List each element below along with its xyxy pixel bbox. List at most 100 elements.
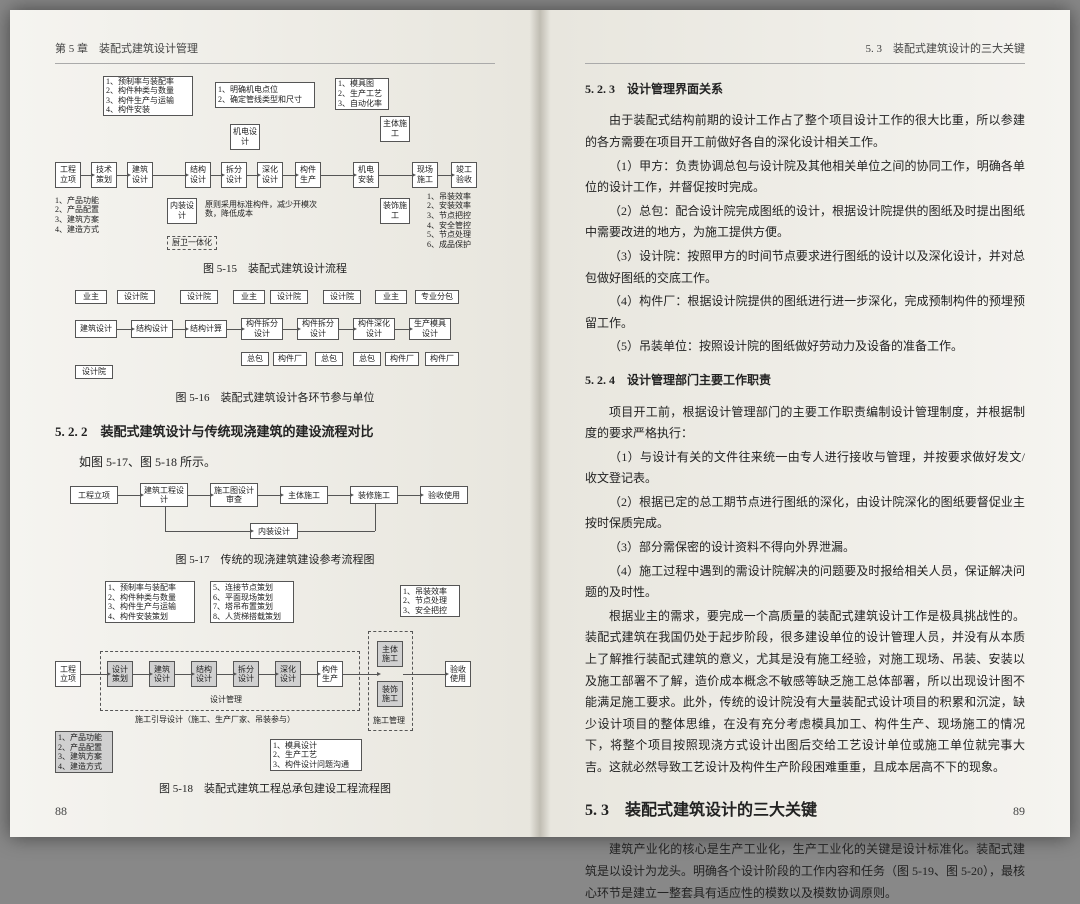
fc-line bbox=[81, 674, 107, 675]
fc-box: 业主 bbox=[375, 290, 407, 304]
section-5-2-3-title: 5. 2. 3 设计管理界面关系 bbox=[585, 79, 1025, 101]
li: 2、构件种类与数量 bbox=[106, 86, 174, 96]
figure-5-16: 业主 设计院 设计院 业主 设计院 设计院 业主 专业分包 建筑设计 结构设计 … bbox=[55, 290, 495, 385]
li-group: 1、吊装效率 2、安装效率 3、节点把控 4、安全管控 5、节点处理 6、成品保… bbox=[427, 192, 471, 250]
li: 4、构件安装 bbox=[106, 105, 174, 115]
fc-line bbox=[283, 329, 297, 330]
fc-box: 内装设计 bbox=[250, 523, 298, 539]
fc-line bbox=[328, 495, 350, 496]
li: 2、生产工艺 bbox=[273, 750, 349, 760]
section-5-2-4-title: 5. 2. 4 设计管理部门主要工作职责 bbox=[585, 370, 1025, 392]
p: （2）总包：配合设计院完成图纸的设计，根据设计院提供的图纸及时提出图纸中需要改进… bbox=[585, 201, 1025, 244]
li: 3、安全把控 bbox=[403, 606, 447, 616]
fc-line bbox=[375, 504, 376, 531]
p: （5）吊装单位：按照设计院的图纸做好劳动力及设备的准备工作。 bbox=[585, 336, 1025, 358]
running-head-right: 5. 3 装配式建筑设计的三大关键 bbox=[585, 40, 1025, 64]
fc-line bbox=[258, 495, 280, 496]
li: 2、节点处理 bbox=[403, 596, 447, 606]
fc-box: 业主 bbox=[233, 290, 265, 304]
figure-5-17: 工程立项 建筑工程设计 施工图设计审查 主体施工 装修施工 验收使用 内装设计 bbox=[55, 481, 495, 547]
figure-5-18: 1、预制率与装配率 2、构件种类与数量 3、构件生产与运输 4、构件安装策划 5… bbox=[55, 581, 495, 776]
fc-box: 构件深化设计 bbox=[353, 318, 395, 340]
fc-box: 生产模具设计 bbox=[409, 318, 451, 340]
fc-box: 工程立项 bbox=[70, 486, 118, 504]
li: 3、自动化率 bbox=[338, 99, 382, 109]
fc-box: 设计院 bbox=[117, 290, 155, 304]
li: 1、模具设计 bbox=[273, 741, 349, 751]
li: 2、产品配置 bbox=[55, 205, 99, 215]
fc-box: 主体施工 bbox=[280, 486, 328, 504]
li: 4、构件安装策划 bbox=[108, 612, 176, 622]
fc-line bbox=[153, 175, 185, 176]
page-number-left: 88 bbox=[55, 801, 67, 823]
fig-caption-5-17: 图 5-17 传统的现浇建筑建设参考流程图 bbox=[55, 551, 495, 571]
p: （1）甲方：负责协调总包与设计院及其他相关单位之间的协同工作，明确各单位的设计工… bbox=[585, 156, 1025, 199]
fc-box: 工程立项 bbox=[55, 661, 81, 687]
fc-box: 建筑工程设计 bbox=[140, 483, 188, 507]
fc-box: 1、明确机电点位 2、确定管线类型和尺寸 bbox=[215, 82, 315, 108]
fc-box: 1、产品功能 2、产品配置 3、建筑方案 4、建造方式 bbox=[55, 731, 113, 773]
fc-box: 内装设计 bbox=[167, 198, 197, 224]
fc-line bbox=[217, 674, 233, 675]
section-5-2-2-title: 5. 2. 2 装配式建筑设计与传统现浇建筑的建设流程对比 bbox=[55, 420, 495, 443]
fc-box: 主体施工 bbox=[380, 116, 410, 142]
fc-line bbox=[165, 531, 250, 532]
fc-box: 1、模具图 2、生产工艺 3、自动化率 bbox=[335, 78, 389, 110]
fc-line bbox=[379, 175, 412, 176]
fc-line bbox=[298, 531, 375, 532]
fc-line bbox=[395, 329, 409, 330]
fc-box: 结构计算 bbox=[185, 320, 227, 338]
fc-line bbox=[81, 175, 91, 176]
fc-box: 专业分包 bbox=[415, 290, 459, 304]
fc-line bbox=[321, 175, 353, 176]
fc-box: 装修施工 bbox=[350, 486, 398, 504]
li: 6、平面现场策划 bbox=[213, 593, 281, 603]
p: （3）部分需保密的设计资料不得向外界泄漏。 bbox=[585, 537, 1025, 559]
p: 建筑产业化的核心是生产工业化，生产工业化的关键是设计标准化。装配式建筑是以设计为… bbox=[585, 839, 1025, 904]
li: 2、产品配置 bbox=[58, 743, 102, 753]
li: 8、人货梯搭载策划 bbox=[213, 612, 281, 622]
fc-box: 设计院 bbox=[323, 290, 361, 304]
fc-box: 装饰施工 bbox=[380, 198, 410, 224]
fig-caption-5-16: 图 5-16 装配式建筑设计各环节参与单位 bbox=[55, 389, 495, 409]
fc-box: 构件拆分设计 bbox=[297, 318, 339, 340]
fc-box: 设计院 bbox=[75, 365, 113, 379]
fc-line bbox=[175, 674, 191, 675]
fc-box: 5、连接节点策划 6、平面现场策划 7、塔吊布置策划 8、人货梯搭载策划 bbox=[210, 581, 294, 623]
note: 原则采用标准构件，减少开模次数，降低成本 bbox=[205, 200, 320, 219]
section-5-2-2-intro: 如图 5-17、图 5-18 所示。 bbox=[55, 452, 495, 474]
li: 4、安全管控 bbox=[427, 221, 471, 231]
figure-5-15: 1、预制率与装配率 2、构件种类与数量 3、构件生产与运输 4、构件安装 1、明… bbox=[55, 76, 495, 256]
fc-box: 施工图设计审查 bbox=[210, 483, 258, 507]
fc-box: 建筑设计 bbox=[75, 320, 117, 338]
fc-box: 总包 bbox=[315, 352, 343, 366]
fc-box: 构件拆分设计 bbox=[241, 318, 283, 340]
fc-box: 1、吊装效率 2、节点处理 3、安全把控 bbox=[400, 585, 460, 617]
fc-box: 工程立项 bbox=[55, 162, 81, 188]
running-head-left: 第 5 章 装配式建筑设计管理 bbox=[55, 40, 495, 64]
fc-line bbox=[339, 329, 353, 330]
fc-box: 总包 bbox=[353, 352, 381, 366]
li: 1、预制率与装配率 bbox=[106, 77, 174, 87]
fc-box: 1、模具设计 2、生产工艺 3、构件设计问题沟通 bbox=[270, 739, 362, 771]
fc-line bbox=[117, 175, 127, 176]
li: 1、预制率与装配率 bbox=[108, 583, 176, 593]
fc-line bbox=[165, 507, 166, 531]
fc-box: 厨卫一体化 bbox=[167, 236, 217, 250]
fc-box: 总包 bbox=[241, 352, 269, 366]
fc-line bbox=[211, 175, 221, 176]
book-spread: 第 5 章 装配式建筑设计管理 1、预制率与装配率 2、构件种类与数量 3、构件… bbox=[10, 10, 1070, 837]
fc-line bbox=[118, 495, 140, 496]
label: 设计管理 bbox=[210, 695, 242, 705]
fc-line bbox=[227, 329, 241, 330]
p: （1）与设计有关的文件往来统一由专人进行接收与管理，并按要求做好发文/收文登记表… bbox=[585, 447, 1025, 490]
fc-box: 构件厂 bbox=[273, 352, 307, 366]
fig-caption-5-15: 图 5-15 装配式建筑设计流程 bbox=[55, 260, 495, 280]
li: 5、连接节点策划 bbox=[213, 583, 281, 593]
li: 1、产品功能 bbox=[55, 196, 99, 206]
li: 1、明确机电点位 bbox=[218, 85, 302, 95]
li: 7、塔吊布置策划 bbox=[213, 602, 281, 612]
fc-box: 验收使用 bbox=[420, 486, 468, 504]
fc-line bbox=[283, 175, 295, 176]
fc-box: 结构设计 bbox=[131, 320, 173, 338]
